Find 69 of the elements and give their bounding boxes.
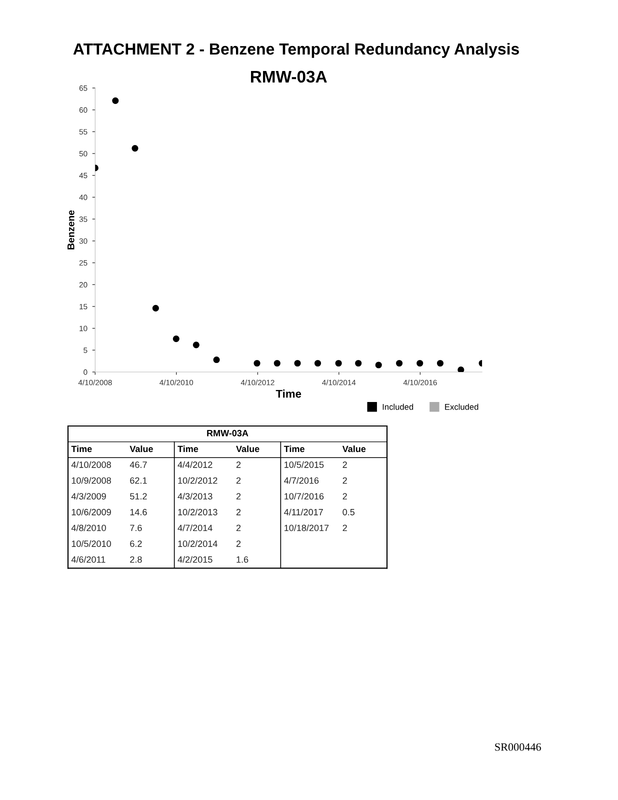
data-label: 7.6 (130, 524, 142, 532)
category-label: 4/4/2012 (178, 461, 212, 468)
chart-subtitle: RMW-03A (251, 70, 327, 83)
category-label: 4/7/2016 (284, 477, 319, 484)
point (436, 360, 444, 367)
point (314, 360, 322, 367)
data-label: 2 (236, 477, 241, 484)
data-label: 46.7 (130, 462, 147, 468)
data-label: 0.5 (342, 508, 355, 516)
category-label: 4/11/2017 (284, 508, 323, 516)
data-label: 14.6 (130, 508, 147, 516)
category-label: 10/6/2009 (72, 508, 111, 516)
category-label: 10/18/2017 (284, 524, 329, 532)
category-label: 10/2/2013 (178, 508, 218, 516)
data-label: 6.2 (130, 540, 142, 547)
legend-label: Included (382, 404, 414, 410)
text: SR000446 (495, 743, 541, 751)
point (132, 145, 138, 152)
data-label: 51.2 (130, 493, 147, 500)
y-axis-title: Benzene (68, 210, 74, 250)
data-label: 62.1 (130, 477, 147, 484)
x-axis-title: Time (276, 390, 302, 398)
point (152, 304, 159, 312)
category-label: 4/3/2013 (178, 492, 212, 500)
category-label: 4/3/2009 (71, 492, 106, 500)
point (375, 362, 382, 368)
category-label: 4/10/2008 (71, 461, 111, 468)
data-label: 2 (236, 493, 241, 500)
category-label: 10/5/2010 (72, 540, 111, 547)
text: Value (236, 445, 260, 452)
data-label: 2 (342, 477, 347, 484)
text: Value (130, 445, 153, 452)
category-label: 4/7/2014 (178, 524, 212, 532)
category-label: 4/2/2015 (178, 556, 212, 563)
point (458, 366, 464, 372)
category-label: 10/2/2012 (178, 477, 218, 484)
data-label: 2 (236, 508, 241, 516)
data-label: 2 (342, 493, 347, 500)
data-label: 2 (342, 524, 347, 532)
text: Value (342, 445, 366, 452)
point (274, 360, 280, 367)
point (112, 97, 119, 104)
category-label: 10/5/2015 (284, 461, 324, 468)
point (396, 360, 403, 367)
point (355, 360, 362, 367)
point (416, 360, 424, 367)
category-label: 4/8/2010 (71, 524, 106, 532)
point (335, 360, 342, 367)
category-label: 10/9/2008 (72, 477, 111, 484)
text: RMW-03A (207, 430, 248, 436)
data-label: 2 (236, 540, 241, 547)
point (294, 360, 301, 367)
data-label: 2 (342, 462, 347, 468)
data-label: 2 (236, 524, 241, 532)
text: Time (284, 445, 304, 452)
data-label: 1.6 (236, 556, 248, 563)
category-label: 10/2/2014 (178, 540, 218, 547)
category-label: 10/7/2016 (284, 492, 324, 500)
text: Time (71, 445, 92, 452)
category-label: 4/6/2011 (71, 556, 106, 563)
point (254, 360, 260, 367)
legend-label: Excluded (445, 404, 478, 410)
text: Time (178, 445, 198, 452)
point (192, 342, 200, 348)
data-label: 2 (236, 462, 241, 468)
chart-title: ATTACHMENT 2 - Benzene Temporal Redundancy Analysis (73, 42, 519, 58)
point (172, 336, 180, 342)
data-label: 2.8 (130, 556, 142, 563)
point (213, 356, 220, 364)
